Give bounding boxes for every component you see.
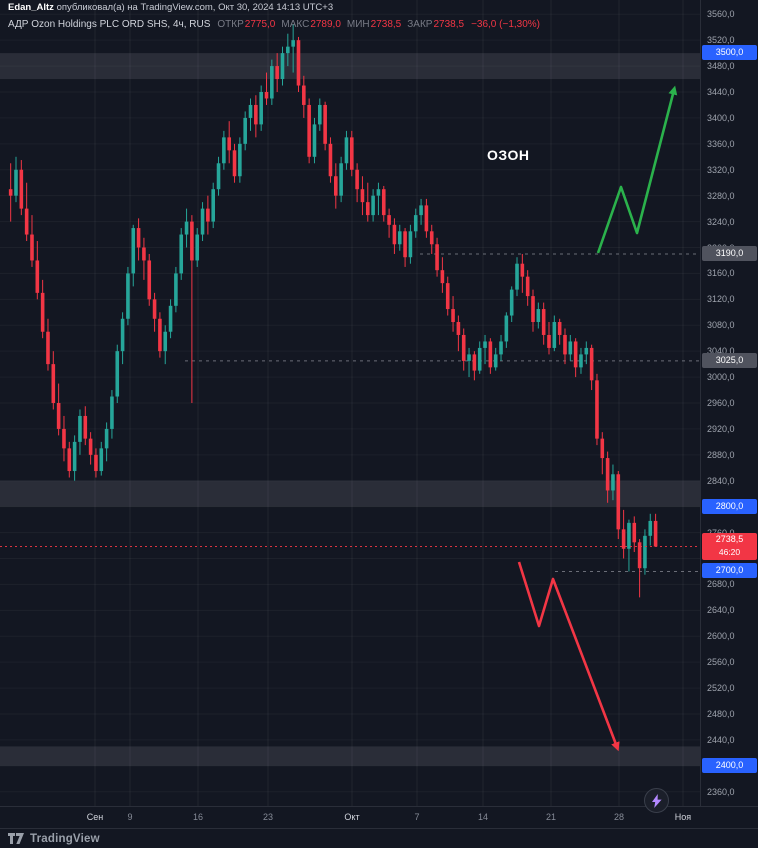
ohlc-field-label: МАКС (281, 19, 310, 30)
axis-price-label: 3520,0 (707, 35, 735, 46)
axis-price-label: 3400,0 (707, 112, 735, 123)
bearish-scenario (517, 561, 620, 752)
level-price-badge: 3190,0 (702, 245, 757, 261)
time-label-month: Окт (344, 812, 360, 822)
time-label: 7 (414, 812, 420, 822)
zone-price-badge: 2800,0 (702, 498, 757, 514)
horizontal-levels (185, 253, 700, 572)
symbol-info-bar: АДР Ozon Holdings PLC ORD SHS, 4ч, RUS О… (8, 19, 540, 30)
candles (8, 23, 658, 598)
ohlc-field-label: МИН (346, 19, 370, 30)
ohlc-field-label: ОТКР (217, 19, 244, 30)
ohlc-field-value: 2775,0 (244, 19, 276, 30)
tradingview-logo[interactable] (8, 833, 24, 844)
price-axis[interactable]: 3560,0 3520,0 3480,0 3440,0 3400,0 3360,0 3320… (700, 0, 758, 806)
attribution-bar: Edan_Altz опубликовал(а) на TradingView.… (0, 0, 758, 16)
time-axis[interactable]: Сен 9 16 23 Окт 7 14 21 28 Ноя (0, 806, 758, 829)
time-label: 23 (262, 812, 273, 822)
time-label: 21 (545, 812, 556, 822)
axis-price-label: 3080,0 (707, 320, 735, 331)
axis-price-label: 3040,0 (707, 346, 735, 357)
bullish-scenario (596, 85, 678, 254)
time-label: 28 (613, 812, 624, 822)
axis-price-label: 2520,0 (707, 683, 735, 694)
zone-price-badge: 2400,0 (702, 757, 757, 773)
time-label-month: Ноя (674, 812, 692, 822)
axis-price-label: 2480,0 (707, 708, 735, 719)
trend-arrows (517, 85, 678, 752)
ohlc-field-value: 2738,5 (370, 19, 402, 30)
boost-button[interactable] (644, 788, 669, 813)
axis-price-label: 3560,0 (707, 9, 735, 20)
axis-price-label: 3320,0 (707, 164, 735, 175)
zone-price-badge: 3500,0 (702, 45, 757, 61)
axis-price-label: 3240,0 (707, 216, 735, 227)
ohlc-field-label: ЗАКР (407, 19, 433, 30)
level-price-badge: 2700,0 (702, 563, 757, 579)
axis-price-label: 3000,0 (707, 372, 735, 383)
price-change: −36,0 (−1,30%) (471, 19, 540, 30)
last-price-badge: 2738,5 46:20 (702, 532, 757, 560)
author-name[interactable]: Edan_Altz (8, 2, 54, 13)
axis-price-label: 3360,0 (707, 138, 735, 149)
axis-price-label: 2440,0 (707, 734, 735, 745)
time-label: 9 (127, 812, 133, 822)
price-chart[interactable]: ОЗОН (0, 0, 700, 806)
price-zones (0, 53, 700, 766)
axis-price-label: 3480,0 (707, 61, 735, 72)
axis-price-label: 2920,0 (707, 423, 735, 434)
time-label: 16 (192, 812, 203, 822)
lightning-icon (651, 793, 662, 808)
axis-price-label: 3160,0 (707, 268, 735, 279)
ohlc-field-value: 2789,0 (310, 19, 341, 30)
axis-price-label: 2880,0 (707, 449, 735, 460)
axis-price-label: 3280,0 (707, 190, 735, 201)
axis-price-label: 2360,0 (707, 786, 735, 797)
ozon-label: ОЗОН (487, 147, 529, 163)
axis-price-label: 2600,0 (707, 631, 735, 642)
ohlc-values: ОТКР2775,0 МАКС2789,0 МИН2738,5 ЗАКР2738,5 (217, 19, 464, 30)
axis-price-label: 2840,0 (707, 475, 735, 486)
time-label-month: Сен (86, 812, 104, 822)
footer-bar: TradingView (0, 828, 758, 848)
axis-price-label: 2960,0 (707, 398, 735, 408)
symbol-title[interactable]: АДР Ozon Holdings PLC ORD SHS, 4ч, RUS (8, 19, 211, 30)
grid (0, 0, 700, 806)
ohlc-field-value: 2738,5 (433, 19, 465, 30)
time-label: 14 (477, 812, 488, 822)
axis-price-label: 2560,0 (707, 657, 735, 668)
bar-countdown: 46:20 (718, 546, 741, 557)
axis-price-label: 2640,0 (707, 605, 735, 616)
axis-price-label: 3120,0 (707, 294, 735, 305)
attribution-text: опубликовал(а) на TradingView.com, Окт 3… (53, 2, 334, 13)
brand-name[interactable]: TradingView (30, 832, 100, 845)
axis-price-label: 2680,0 (707, 579, 735, 590)
axis-price-label: 3440,0 (707, 87, 735, 97)
level-price-badge: 3025,0 (702, 352, 757, 368)
